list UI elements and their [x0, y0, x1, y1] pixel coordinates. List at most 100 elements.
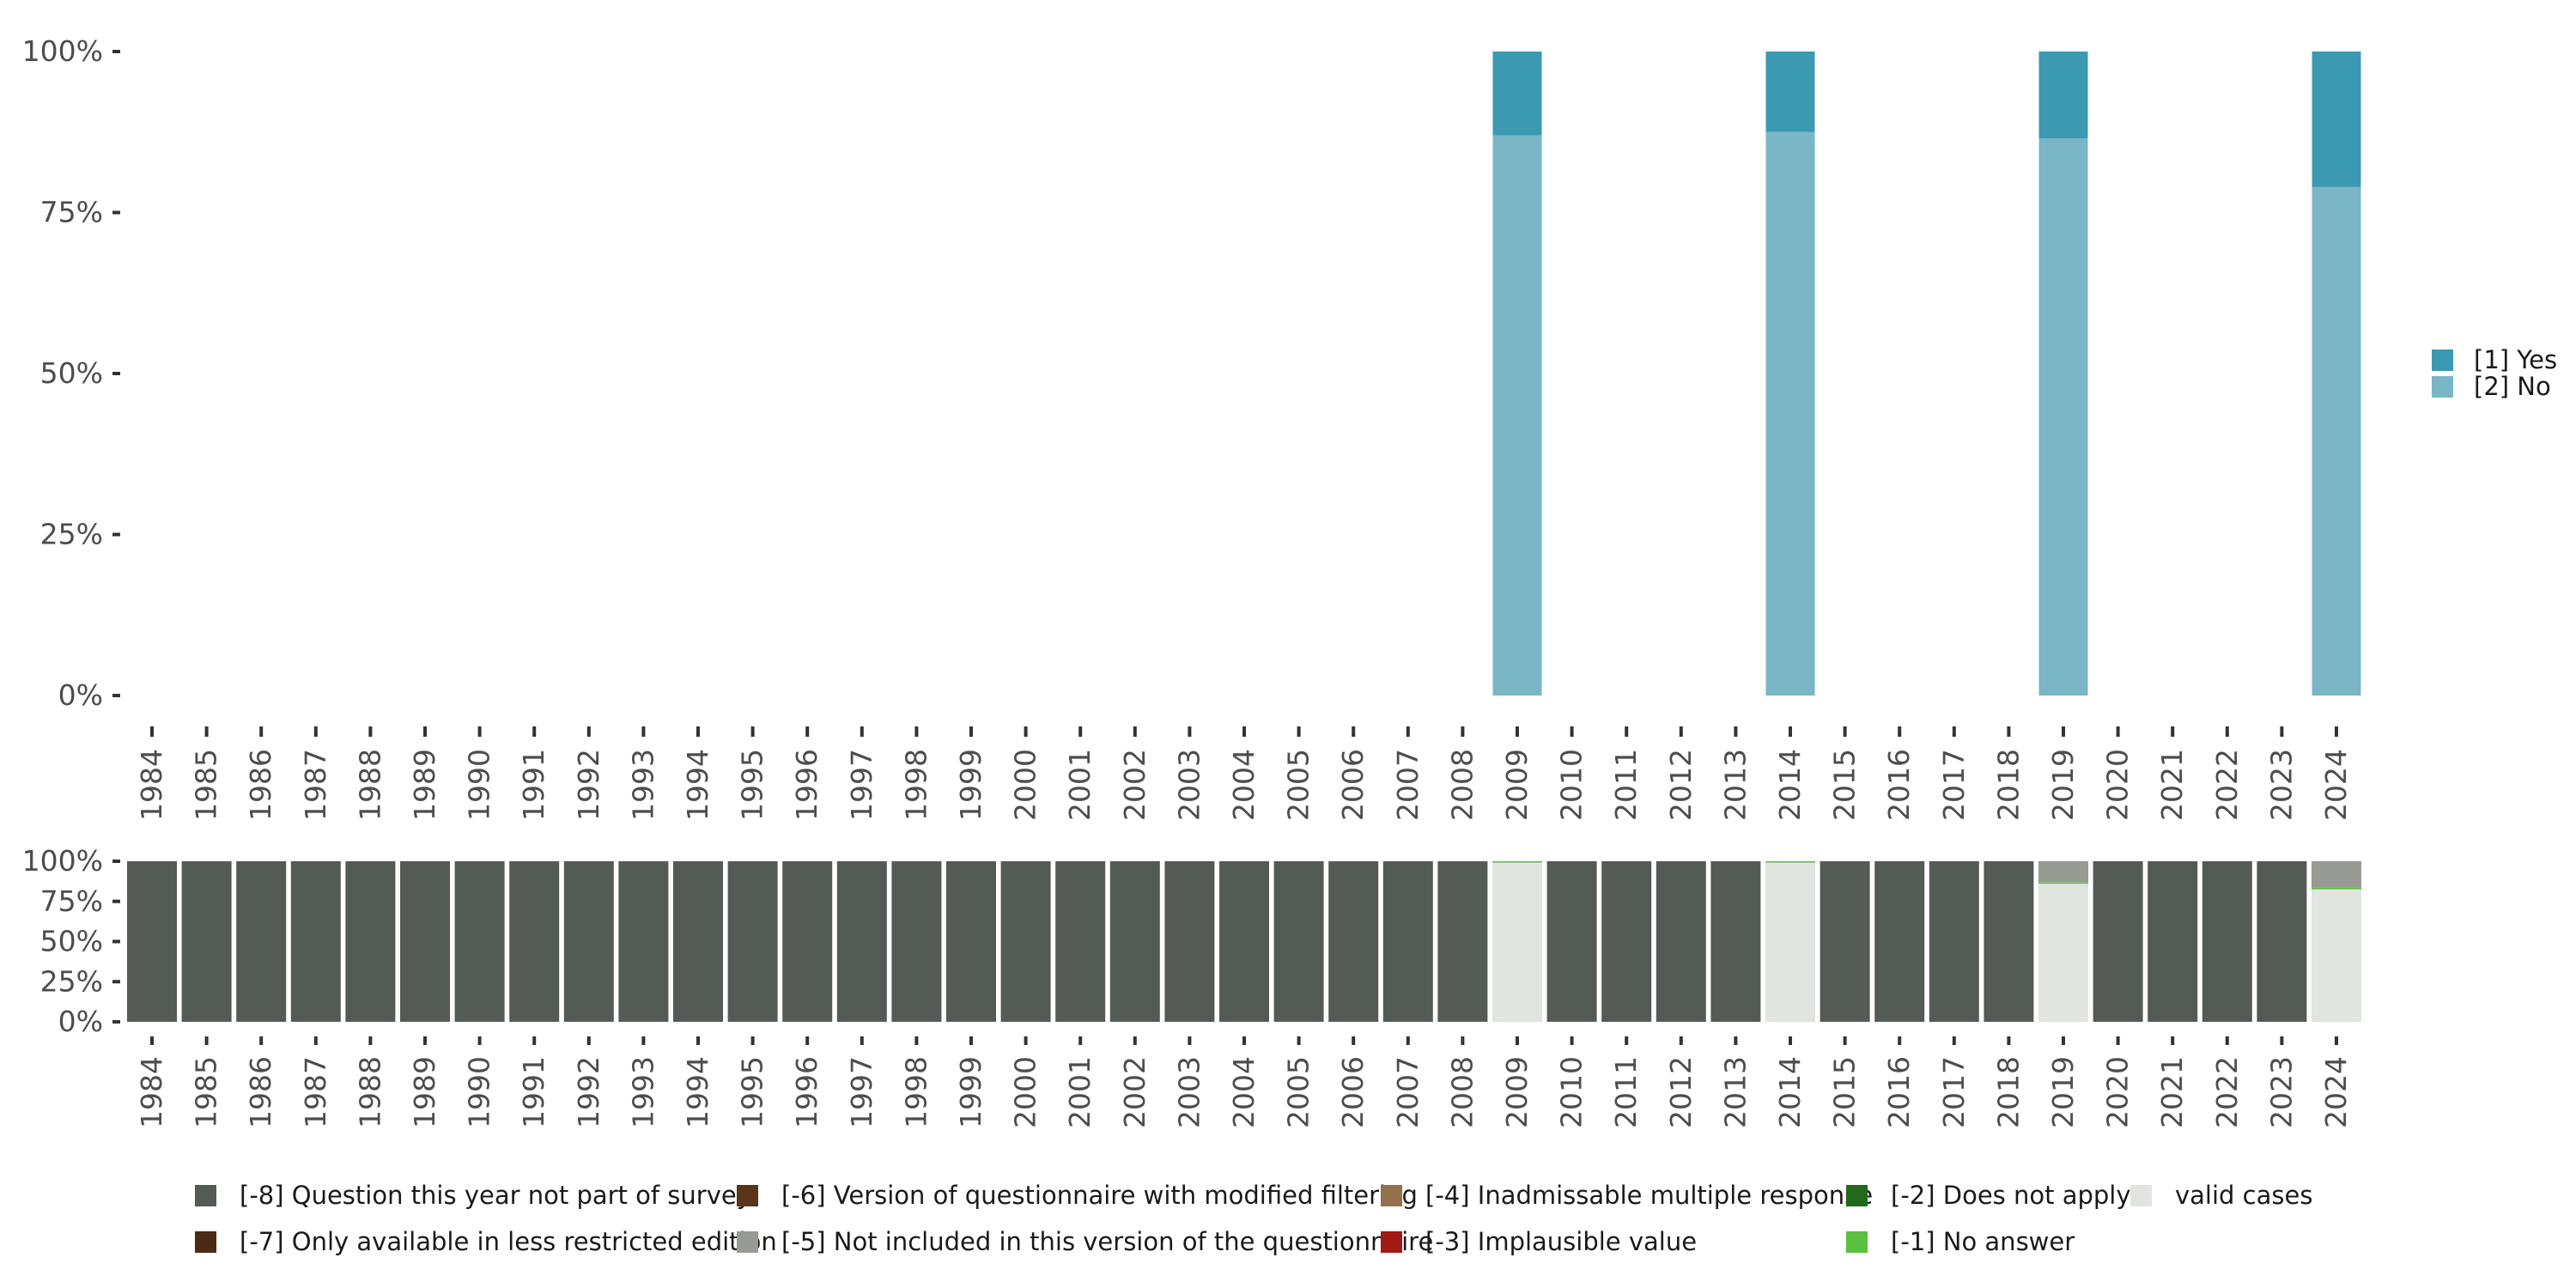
x-tick-label: 1990: [463, 1056, 496, 1128]
x-tick-label: 1999: [954, 1056, 987, 1128]
x-tick-label: 2003: [1172, 749, 1206, 821]
x-tick-label: 1993: [626, 749, 659, 821]
y-tick-label: 50%: [40, 356, 103, 390]
x-tick-label: 2009: [1500, 1056, 1534, 1128]
x-tick-label: 1991: [517, 1056, 550, 1128]
bar-1997-m8: [836, 861, 887, 1022]
x-tick-label: 2022: [2210, 749, 2244, 821]
x-tick-label: 1995: [736, 1056, 769, 1128]
x-tick-label: 1997: [845, 1056, 878, 1128]
bar-2005-m8: [1273, 861, 1324, 1022]
legend-label-m7: [-7] Only available in less restricted e…: [240, 1227, 777, 1256]
legend-label-m2: [-2] Does not apply: [1891, 1181, 2131, 1210]
bar-2023-m8: [2257, 861, 2307, 1022]
x-tick-label: 2007: [1391, 1056, 1425, 1128]
bar-2014-m1: [1765, 861, 1815, 863]
x-tick-label: 2014: [1773, 749, 1807, 821]
x-tick-label: 2001: [1063, 749, 1097, 821]
y-tick-label: 75%: [40, 196, 103, 229]
x-tick-label: 2008: [1445, 749, 1479, 821]
y-tick-label: 75%: [40, 884, 103, 918]
bar-2019-valid: [2038, 883, 2088, 1022]
x-tick-label: 1998: [899, 1056, 933, 1128]
legend-swatch-m1: [1846, 1231, 1868, 1253]
legend-swatch-m8: [195, 1185, 216, 1206]
legend-swatch-m2: [1846, 1185, 1868, 1206]
bar-2019-m1: [2038, 882, 2088, 884]
bar-1992-m8: [563, 861, 614, 1022]
y-tick-label: 0%: [58, 1005, 103, 1038]
bar-2019-1-yes: [2038, 52, 2088, 139]
x-tick-label: 2012: [1664, 749, 1698, 821]
bar-2008-m8: [1437, 861, 1488, 1022]
x-tick-label: 1993: [626, 1056, 659, 1128]
x-tick-label: 2016: [1882, 1056, 1916, 1128]
bar-2024-m5: [2312, 861, 2361, 888]
x-tick-label: 2022: [2210, 1056, 2244, 1128]
bar-2020-m8: [2093, 861, 2143, 1022]
bar-2002-m8: [1109, 861, 1160, 1022]
x-tick-label: 1989: [408, 1056, 441, 1128]
bar-2013-m8: [1710, 861, 1761, 1022]
x-tick-label: 2005: [1282, 1056, 1315, 1128]
x-tick-label: 2006: [1336, 749, 1370, 821]
x-tick-label: 2000: [1009, 1056, 1042, 1128]
legend-swatch: [2432, 376, 2453, 398]
x-tick-label: 1991: [517, 749, 550, 821]
bar-2003-m8: [1164, 861, 1215, 1022]
legend-label-m1: [-1] No answer: [1891, 1227, 2075, 1256]
bar-2009-m1: [1492, 861, 1542, 863]
bar-1993-m8: [618, 861, 669, 1022]
bar-2009-1-yes: [1492, 52, 1542, 136]
x-tick-label: 1994: [681, 749, 714, 821]
bar-2010-m8: [1546, 861, 1597, 1022]
x-tick-label: 2017: [1937, 749, 1971, 821]
legend-label-valid: valid cases: [2175, 1181, 2312, 1210]
bar-1999-m8: [946, 861, 996, 1022]
bar-2014-2-no: [1765, 131, 1815, 696]
bar-2024-valid: [2312, 889, 2361, 1022]
bar-1988-m8: [345, 861, 396, 1022]
x-tick-label: 1992: [572, 749, 605, 821]
bar-1986-m8: [236, 861, 287, 1022]
legend-label-m6: [-6] Version of questionnaire with modif…: [781, 1181, 1418, 1210]
bar-2004-m8: [1219, 861, 1269, 1022]
bar-1990-m8: [454, 861, 505, 1022]
x-tick-label: 2021: [2155, 749, 2189, 821]
legend-swatch-m4: [1381, 1185, 1402, 1206]
legend-swatch-m6: [737, 1185, 758, 1206]
bar-2014-1-yes: [1765, 52, 1815, 132]
bar-2021-m8: [2148, 861, 2198, 1022]
bar-2014-valid: [1765, 861, 1815, 1022]
x-tick-label: 2003: [1172, 1056, 1206, 1128]
x-tick-label: 2004: [1227, 749, 1261, 821]
x-tick-label: 2010: [1555, 1056, 1589, 1128]
x-tick-label: 1990: [463, 749, 496, 821]
x-tick-label: 1992: [572, 1056, 605, 1128]
x-tick-label: 1996: [790, 749, 823, 821]
x-tick-label: 2001: [1063, 1056, 1097, 1128]
legend-label-m8: [-8] Question this year not part of surv…: [240, 1181, 751, 1210]
bar-2001-m8: [1055, 861, 1106, 1022]
x-tick-label: 1988: [353, 749, 386, 821]
bar-2017-m8: [1929, 861, 1979, 1022]
legend-swatch-m3: [1381, 1231, 1402, 1253]
x-tick-label: 2024: [2319, 1056, 2353, 1128]
response-distribution-plot: 0% 25% 50% 75% 100% 1984 1985 1986 1987 1988 1989 1…: [22, 34, 2361, 821]
x-tick-label: 1998: [899, 749, 933, 821]
x-tick-label: 2020: [2101, 749, 2135, 821]
x-tick-label: 1985: [190, 1056, 223, 1128]
x-tick-label: 2008: [1445, 1056, 1479, 1128]
bar-2011-m8: [1601, 861, 1652, 1022]
x-tick-label: 2006: [1336, 1056, 1370, 1128]
x-tick-label: 2023: [2264, 1056, 2298, 1128]
x-tick-label: 2002: [1118, 749, 1151, 821]
bar-2016-m8: [1874, 861, 1925, 1022]
bar-1984-m8: [127, 861, 177, 1022]
bar-2000-m8: [1000, 861, 1051, 1022]
x-tick-label: 2011: [1609, 749, 1643, 821]
bar-2019-m5: [2038, 861, 2088, 883]
legend-swatch-valid: [2130, 1185, 2152, 1206]
bar-1995-m8: [727, 861, 778, 1022]
bar-2009-valid: [1492, 861, 1542, 1022]
